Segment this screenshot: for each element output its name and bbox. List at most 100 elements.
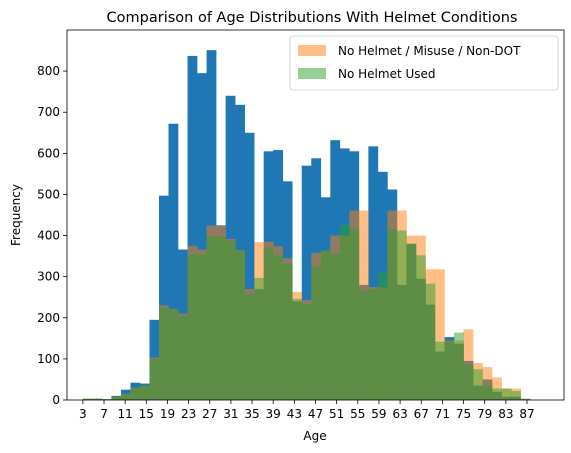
bar <box>301 304 312 400</box>
bar <box>263 247 274 400</box>
legend-box <box>289 35 559 91</box>
bar <box>339 224 350 400</box>
bar <box>273 255 284 400</box>
bar <box>482 385 493 400</box>
bar <box>387 229 398 400</box>
bar <box>520 398 531 400</box>
x-tick-label: 79 <box>477 407 492 421</box>
bar <box>197 254 207 400</box>
x-tick-label: 23 <box>181 407 196 421</box>
bar <box>415 255 426 400</box>
y-tick-label: 600 <box>37 146 60 160</box>
bar <box>425 283 436 400</box>
bar <box>168 123 179 400</box>
x-tick-label: 35 <box>244 407 259 421</box>
bar <box>482 367 493 400</box>
y-tick-label: 300 <box>37 270 60 284</box>
x-tick-label: 87 <box>519 407 534 421</box>
bar <box>292 298 303 400</box>
bar-layer <box>82 50 531 401</box>
bar <box>377 271 388 400</box>
bar <box>444 341 455 400</box>
x-tick-label: 47 <box>308 407 323 421</box>
bar <box>149 358 160 400</box>
bar <box>463 364 474 400</box>
bar <box>311 266 322 400</box>
bar <box>159 307 169 400</box>
x-tick-label: 51 <box>329 407 344 421</box>
x-axis-label: Age <box>303 429 326 443</box>
bar <box>197 73 207 401</box>
bar <box>139 385 150 400</box>
bar <box>358 291 369 400</box>
x-tick-label: 3 <box>79 407 87 421</box>
y-tick-label: 200 <box>37 311 60 325</box>
x-tick-label: 15 <box>139 407 154 421</box>
bar <box>244 293 255 400</box>
bar <box>120 393 131 400</box>
y-axis-label: Frequency <box>9 184 23 246</box>
bar <box>187 55 198 401</box>
bar <box>473 369 483 400</box>
bar <box>254 277 264 400</box>
y-tick-label: 700 <box>37 105 60 119</box>
x-tick-label: 31 <box>223 407 238 421</box>
legend-swatch <box>298 68 326 79</box>
chart-title: Comparison of Age Distributions With Hel… <box>107 10 518 26</box>
bar <box>434 269 445 400</box>
bar <box>111 396 122 400</box>
x-tick-label: 27 <box>202 407 217 421</box>
x-tick-label: 55 <box>350 407 365 421</box>
bar <box>454 332 464 400</box>
y-tick-label: 400 <box>37 229 60 243</box>
legend-label: No Helmet / Misuse / Non-DOT <box>338 44 521 58</box>
legend-swatch <box>298 45 326 56</box>
x-tick-label: 11 <box>118 407 133 421</box>
bar <box>396 230 407 400</box>
x-tick-label: 19 <box>160 407 175 421</box>
axes: 3 7 11 15 19 23 27 31 35 39 43 47 51 55 59 63 67 71 75 79 83… <box>37 29 565 421</box>
bar <box>330 254 341 400</box>
bar <box>225 240 236 400</box>
bar <box>501 388 512 400</box>
bar <box>368 146 379 400</box>
bar <box>206 236 217 400</box>
series-2 <box>82 224 531 400</box>
x-tick-label: 43 <box>287 407 302 421</box>
bar <box>244 132 255 400</box>
bar <box>101 399 112 400</box>
x-tick-label: 67 <box>414 407 429 421</box>
x-tick-label: 63 <box>392 407 407 421</box>
bar <box>168 308 179 400</box>
bar <box>130 387 141 400</box>
bar <box>216 236 226 400</box>
y-tick-label: 500 <box>37 187 60 201</box>
legend: No Helmet / Misuse / Non-DOT No Helmet Us… <box>289 35 559 91</box>
bar <box>368 289 379 400</box>
x-tick-label: 75 <box>456 407 471 421</box>
bar <box>92 398 103 400</box>
x-tick-label: 59 <box>371 407 386 421</box>
bar <box>178 315 188 400</box>
x-tick-label: 39 <box>266 407 281 421</box>
bar <box>235 249 245 400</box>
bar <box>187 254 198 400</box>
bar <box>320 249 331 400</box>
y-tick-label: 100 <box>37 352 60 366</box>
bar <box>159 195 169 400</box>
legend-label: No Helmet Used <box>338 67 436 81</box>
bar <box>492 388 502 400</box>
y-tick-label: 800 <box>37 64 60 78</box>
bar <box>511 390 521 400</box>
y-tick-label: 0 <box>52 393 60 407</box>
x-tick-label: 83 <box>498 407 513 421</box>
bar <box>301 165 312 400</box>
bar <box>282 263 293 400</box>
x-tick-label: 71 <box>435 407 450 421</box>
bar <box>349 228 360 400</box>
x-tick-label: 7 <box>100 407 108 421</box>
bar <box>406 243 417 400</box>
bar <box>82 398 93 400</box>
bar <box>434 341 445 400</box>
